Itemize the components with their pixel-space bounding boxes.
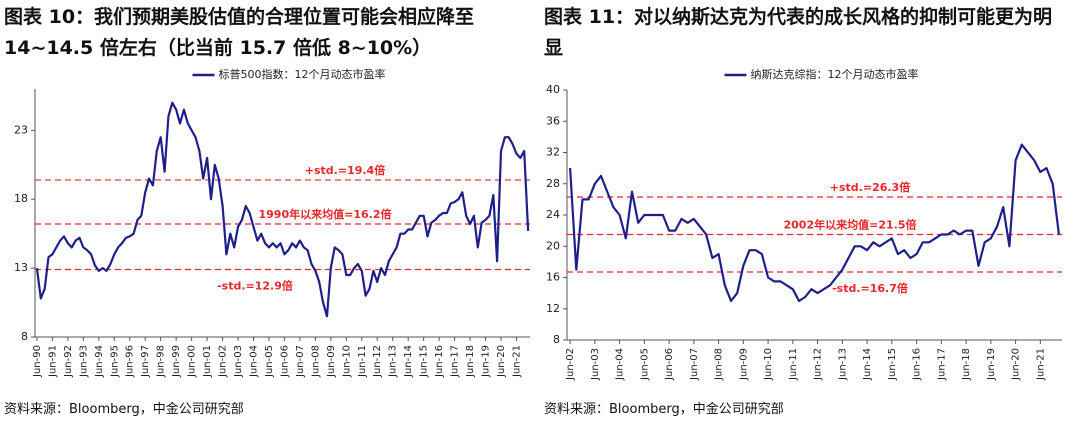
chart: 8 12 16 20 24 28 32 36 40 Jun-02 Jun-03 Jun-04 Jun-0… xyxy=(546,67,1062,381)
source-note: 资料来源：Bloomberg，中金公司研究部 xyxy=(544,402,784,417)
y-tick-label: 23 xyxy=(14,123,28,136)
x-tick-label: Jun-17 xyxy=(936,348,947,381)
reference-label: 1990年以来均值=16.2倍 xyxy=(259,207,392,221)
y-tick-label: 8 xyxy=(553,333,560,346)
x-tick-label: Jun-09 xyxy=(738,348,749,381)
y-tick-label: 28 xyxy=(546,177,560,190)
x-tick-label: Jun-19 xyxy=(481,345,492,378)
x-tick-label: Jun-90 xyxy=(32,345,43,378)
y-tick-label: 32 xyxy=(546,146,560,159)
x-tick-label: Jun-21 xyxy=(1035,348,1046,381)
reference-label: +std.=26.3倍 xyxy=(830,180,910,194)
x-tick-label: Jun-11 xyxy=(357,345,368,378)
y-tick-label: 40 xyxy=(546,83,560,96)
chart: 8 13 18 23 Jun-90 Jun-91 Jun-92 Jun-93 Jun-94 Jun… xyxy=(14,67,530,378)
x-tick-label: Jun-18 xyxy=(961,348,972,381)
x-tick-label: Jun-08 xyxy=(310,345,321,378)
x-tick-label: Jun-21 xyxy=(511,345,522,378)
x-tick-label: Jun-05 xyxy=(264,345,275,378)
reference-label: +std.=19.4倍 xyxy=(305,163,385,177)
x-tick-label: Jun-96 xyxy=(125,345,136,378)
source-note: 资料来源：Bloomberg，中金公司研究部 xyxy=(4,402,244,417)
y-tick-label: 20 xyxy=(546,239,560,252)
x-tick-label: Jun-93 xyxy=(78,345,89,378)
x-tick-label: Jun-12 xyxy=(813,348,824,381)
x-tick-label: Jun-16 xyxy=(434,345,445,378)
x-tick-label: Jun-06 xyxy=(664,348,675,381)
x-tick-label: Jun-03 xyxy=(233,345,244,378)
x-tick-label: Jun-20 xyxy=(1011,348,1022,381)
x-tick-label: Jun-02 xyxy=(565,348,576,381)
x-tick-label: Jun-09 xyxy=(326,345,337,378)
x-tick-label: Jun-95 xyxy=(109,345,120,378)
x-tick-label: Jun-07 xyxy=(689,348,700,381)
y-tick-label: 8 xyxy=(21,330,28,343)
x-tick-label: Jun-10 xyxy=(763,348,774,381)
x-tick-label: Jun-97 xyxy=(140,345,151,378)
x-tick-label: Jun-11 xyxy=(788,348,799,381)
x-tick-label: Jun-17 xyxy=(450,345,461,378)
y-tick-label: 12 xyxy=(546,302,560,315)
x-tick-label: Jun-15 xyxy=(887,348,898,381)
x-tick-label: Jun-98 xyxy=(156,345,167,378)
legend-label: 纳斯达克综指：12个月动态市盈率 xyxy=(751,67,919,81)
x-tick-label: Jun-02 xyxy=(218,345,229,378)
x-tick-label: Jun-92 xyxy=(63,345,74,378)
x-tick-label: Jun-91 xyxy=(47,345,58,378)
x-tick-label: Jun-04 xyxy=(615,348,626,381)
series-line xyxy=(35,101,530,318)
y-tick-label: 13 xyxy=(14,261,28,274)
chart-title: 图表 11：对以纳斯达克为代表的成长风格的抑制可能更为明显 xyxy=(544,6,1053,59)
reference-label: 2002年以来均值=21.5倍 xyxy=(784,218,917,232)
x-tick-label: Jun-14 xyxy=(862,348,873,381)
reference-label: -std.=12.9倍 xyxy=(217,278,293,292)
x-tick-label: Jun-08 xyxy=(714,348,725,381)
x-tick-label: Jun-15 xyxy=(419,345,430,378)
legend-label: 标普500指数：12个月动态市盈率 xyxy=(219,67,386,81)
reference-label: -std.=16.7倍 xyxy=(832,281,908,295)
x-tick-label: Jun-05 xyxy=(639,348,650,381)
y-tick-label: 36 xyxy=(546,114,560,127)
y-tick-label: 24 xyxy=(546,208,560,221)
x-tick-label: Jun-19 xyxy=(986,348,997,381)
x-tick-label: Jun-14 xyxy=(403,345,414,378)
x-tick-label: Jun-01 xyxy=(202,345,213,378)
x-tick-label: Jun-94 xyxy=(94,345,105,378)
x-tick-label: Jun-13 xyxy=(388,345,399,378)
x-tick-label: Jun-10 xyxy=(341,345,352,378)
x-tick-label: Jun-03 xyxy=(590,348,601,381)
x-tick-label: Jun-13 xyxy=(837,348,848,381)
x-tick-label: Jun-99 xyxy=(171,345,182,378)
chart-title: 图表 10：我们预期美股估值的合理位置可能会相应降至 14~14.5 倍左右（比… xyxy=(4,6,475,59)
x-tick-label: Jun-00 xyxy=(187,345,198,378)
x-tick-label: Jun-20 xyxy=(496,345,507,378)
x-tick-label: Jun-16 xyxy=(912,348,923,381)
series-line xyxy=(569,143,1060,302)
x-tick-label: Jun-12 xyxy=(372,345,383,378)
x-tick-label: Jun-06 xyxy=(279,345,290,378)
x-tick-label: Jun-18 xyxy=(465,345,476,378)
x-tick-label: Jun-04 xyxy=(248,345,259,378)
y-tick-label: 18 xyxy=(14,192,28,205)
x-tick-label: Jun-07 xyxy=(295,345,306,378)
y-tick-label: 16 xyxy=(546,271,560,284)
